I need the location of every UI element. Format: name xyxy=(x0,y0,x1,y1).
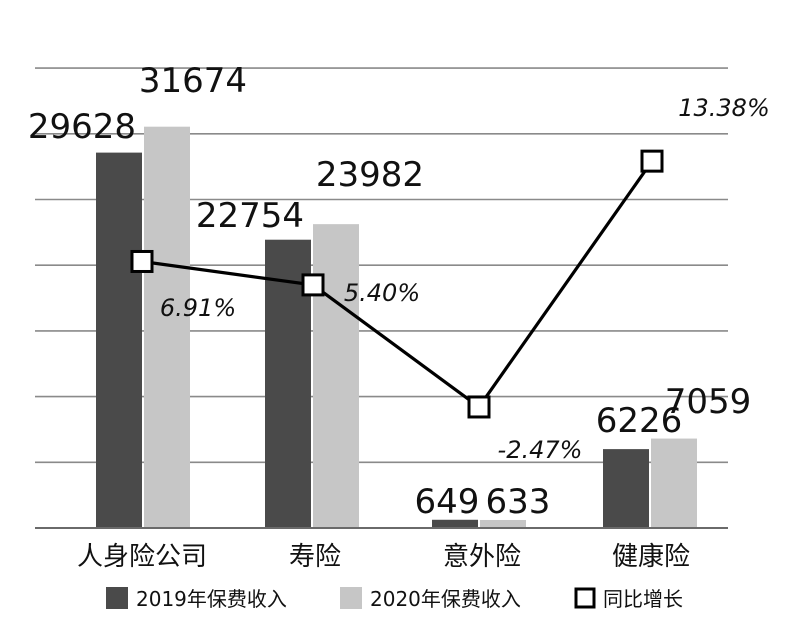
legend-swatch-growth xyxy=(574,587,596,609)
growth-marker-3 xyxy=(640,149,664,173)
growth-label-2: -2.47% xyxy=(498,436,583,464)
value-label-2020-2: 633 xyxy=(486,482,551,522)
value-label-2019-2: 649 xyxy=(415,482,480,522)
bar-2019-0 xyxy=(96,152,142,529)
bar-2020-2 xyxy=(480,519,526,528)
bar-2020-3 xyxy=(651,438,697,528)
growth-marker-2 xyxy=(467,395,491,419)
value-label-2020-3: 7059 xyxy=(665,382,752,422)
bar-2019-2 xyxy=(432,519,478,528)
value-label-2020-1: 23982 xyxy=(316,155,424,195)
bar-2019-3 xyxy=(603,449,649,528)
legend-label-2019: 2019年保费收入 xyxy=(136,587,287,611)
bar-2020-0 xyxy=(144,126,190,528)
value-label-2019-1: 22754 xyxy=(196,196,304,236)
category-label-0: 人身险公司 xyxy=(77,542,207,572)
legend-label-2020: 2020年保费收入 xyxy=(370,587,521,611)
growth-marker-0 xyxy=(130,249,154,273)
category-label-1: 寿险 xyxy=(289,542,341,572)
growth-line: 6.91% 5.40% -2.47% 13.38% xyxy=(130,94,770,464)
legend-label-growth: 同比增长 xyxy=(603,587,683,611)
value-label-2020-0: 31674 xyxy=(139,61,247,101)
growth-label-3: 13.38% xyxy=(678,94,770,122)
growth-polyline xyxy=(141,160,654,410)
bar-value-labels: 29628 22754 649 6226 31674 23982 633 7059 xyxy=(28,61,751,522)
legend: 2019年保费收入 2020年保费收入 同比增长 xyxy=(106,587,683,611)
category-label-2: 意外险 xyxy=(443,542,521,572)
value-label-2019-3: 6226 xyxy=(596,401,683,441)
category-label-3: 健康险 xyxy=(612,542,690,572)
growth-label-1: 5.40% xyxy=(344,279,420,307)
value-label-2019-0: 29628 xyxy=(28,107,136,147)
growth-label-0: 6.91% xyxy=(160,294,236,322)
legend-swatch-2019 xyxy=(106,587,128,609)
category-labels: 人身险公司 寿险 意外险 健康险 xyxy=(77,542,690,572)
legend-swatch-2020 xyxy=(340,587,362,609)
bar-2020-1 xyxy=(313,224,359,528)
growth-marker-1 xyxy=(301,273,325,297)
bars xyxy=(96,126,697,529)
